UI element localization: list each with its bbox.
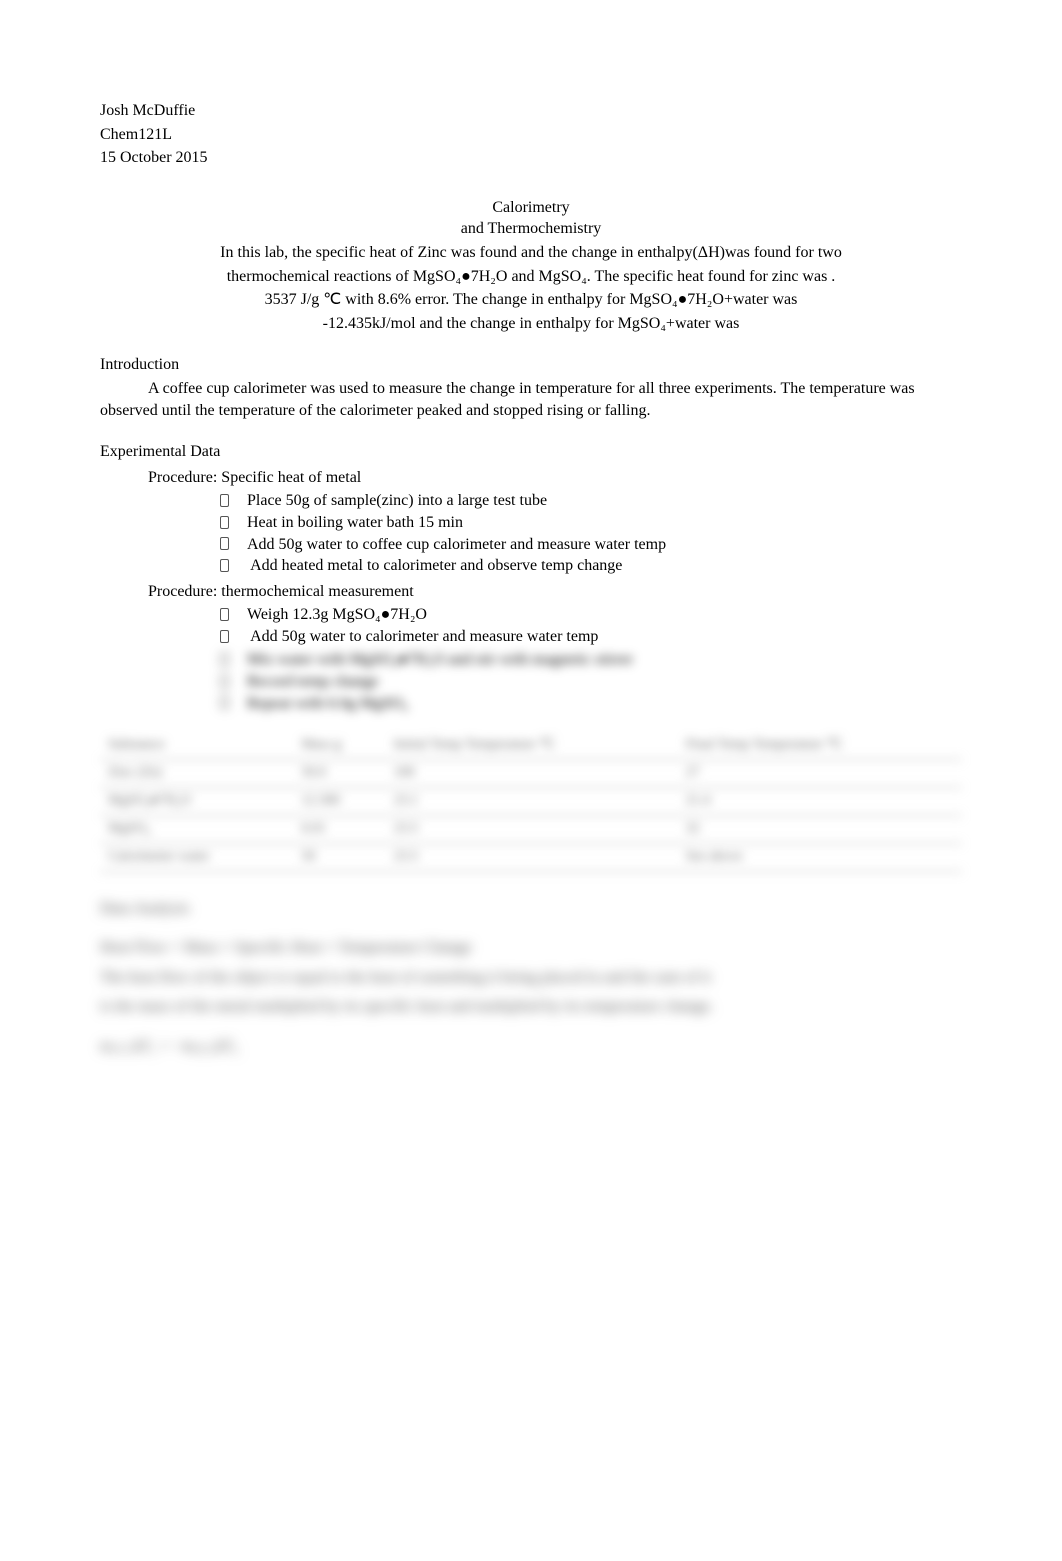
procedure1-list: Place 50g of sample(zinc) into a large t… <box>220 490 962 576</box>
cell: 23.5 <box>386 843 678 871</box>
cell: MgSO₄ <box>100 815 293 843</box>
proc2-step-blur: Record temp change <box>220 671 962 693</box>
proc1-step: Add heated metal to calorimeter and obse… <box>220 555 962 577</box>
introduction-body: A coffee cup calorimeter was used to mea… <box>100 378 962 421</box>
abstract-l1: In this lab, the specific heat of Zinc w… <box>100 242 962 264</box>
proc2-step-blur: Mix water with MgSO₄●7H₂O and stir with … <box>220 649 962 671</box>
analysis-l1: The heat flow of the object is equal to … <box>100 967 962 989</box>
abstract-l2: thermochemical reactions of MgSO₄●7H₂O a… <box>100 266 962 288</box>
analysis-l2: is the mass of the metal multiplied by i… <box>100 996 962 1018</box>
col-substance: Substance <box>100 732 293 759</box>
introduction-heading: Introduction <box>100 354 962 376</box>
cell: 27 <box>678 760 962 788</box>
proc1-step: Place 50g of sample(zinc) into a large t… <box>220 490 962 512</box>
analysis-l3: m₁c₁ΔT₁ = −m₂c₂ΔT₂ <box>100 1036 962 1058</box>
abstract-l4: -12.435kJ/mol and the change in enthalpy… <box>100 313 962 335</box>
table-row: MgSO₄ 6.01 23.5 32 <box>100 815 962 843</box>
analysis-blurred: Data Analysis Heat Flow = Mass × Specifi… <box>100 898 962 1058</box>
cell: 21.4 <box>678 788 962 816</box>
proc2-step-blur: Repeat with 6.0g MgSO₄ <box>220 693 962 715</box>
cell: MgSO₄●7H₂O <box>100 788 293 816</box>
procedure2-heading: Procedure: thermochemical measurement <box>148 581 962 603</box>
proc2-step: Weigh 12.3g MgSO₄●7H₂O <box>220 604 962 626</box>
proc1-step: Add 50g water to coffee cup calorimeter … <box>220 534 962 556</box>
analysis-eq: Heat Flow = Mass × Specific Heat × Tempe… <box>100 937 962 959</box>
abstract-l3: 3537 J/g ℃ with 8.6% error. The change i… <box>100 289 962 311</box>
table-header-row: Substance Mass g Initial Temp Temperatur… <box>100 732 962 759</box>
cell: Zinc (Zn) <box>100 760 293 788</box>
col-mass: Mass g <box>293 732 385 759</box>
procedure2-blurred: Mix water with MgSO₄●7H₂O and stir with … <box>100 649 962 714</box>
title-line2: and Thermochemistry <box>100 218 962 240</box>
cell: 6.01 <box>293 815 385 843</box>
cell: 23.1 <box>386 788 678 816</box>
experimental-heading: Experimental Data <box>100 441 962 463</box>
document-date: 15 October 2015 <box>100 147 962 169</box>
cell: 12.300 <box>293 788 385 816</box>
table-row: Calorimeter water 50 23.5 See above <box>100 843 962 871</box>
title-block: Calorimetry and Thermochemistry <box>100 197 962 240</box>
cell: 50 <box>293 843 385 871</box>
cell: See above <box>678 843 962 871</box>
author-name: Josh McDuffie <box>100 100 962 122</box>
table-row: MgSO₄●7H₂O 12.300 23.1 21.4 <box>100 788 962 816</box>
cell: 100 <box>386 760 678 788</box>
analysis-heading: Data Analysis <box>100 898 962 920</box>
col-initial-temp: Initial Temp Temperature ℃ <box>386 732 678 759</box>
title-line1: Calorimetry <box>100 197 962 219</box>
cell: 32 <box>678 815 962 843</box>
data-table: Substance Mass g Initial Temp Temperatur… <box>100 732 962 871</box>
col-final-temp: Final Temp Temperature ℃ <box>678 732 962 759</box>
table-row: Zinc (Zn) 50.0 100 27 <box>100 760 962 788</box>
cell: Calorimeter water <box>100 843 293 871</box>
proc2-step: Add 50g water to calorimeter and measure… <box>220 626 962 648</box>
procedure1-heading: Procedure: Specific heat of metal <box>148 467 962 489</box>
course-code: Chem121L <box>100 124 962 146</box>
document-header: Josh McDuffie Chem121L 15 October 2015 <box>100 100 962 169</box>
abstract: In this lab, the specific heat of Zinc w… <box>100 242 962 334</box>
proc1-step: Heat in boiling water bath 15 min <box>220 512 962 534</box>
procedure2-blurred-list: Mix water with MgSO₄●7H₂O and stir with … <box>220 649 962 714</box>
cell: 50.0 <box>293 760 385 788</box>
procedure2-list: Weigh 12.3g MgSO₄●7H₂O Add 50g water to … <box>220 604 962 647</box>
cell: 23.5 <box>386 815 678 843</box>
